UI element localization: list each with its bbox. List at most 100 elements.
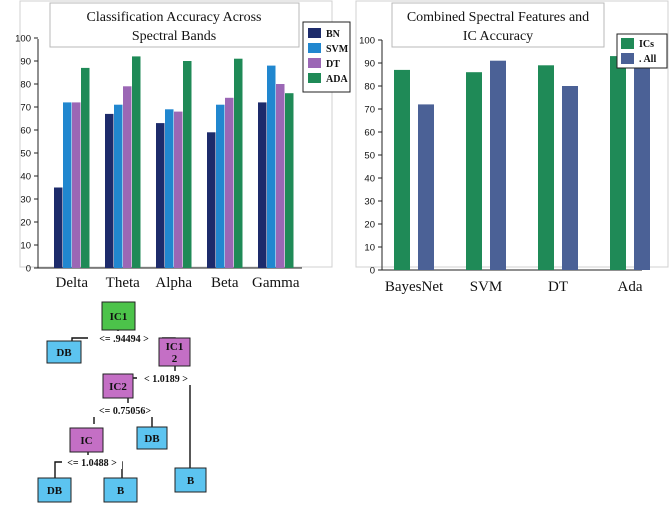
chart2-legend-label-0: ICs [639,39,654,50]
chart1-ytick-label: 50 [20,149,31,160]
chart2-bar-bayesnet-ics [394,69,410,271]
chart1-ytick-label: 100 [15,34,31,45]
chart1-bar-theta-dt [123,86,132,268]
tree-edge3-label: <= 0.75056> [99,406,151,417]
chart2-ytick-label: 80 [364,82,375,93]
chart1-bar-delta-bn [54,187,63,268]
chart1-ytick-label: 80 [20,80,31,91]
decision-tree: <= .94494 > < 1.0189 > <= 0.75056> <= 1.… [37,301,207,503]
chart1-bar-delta-ada [81,67,90,269]
chart2-legend-label-1: . All [639,54,656,65]
chart1-ytick-label: 20 [20,218,31,229]
tree-node-ic2: IC2 [102,373,134,399]
chart2-bar-ada-ics [610,56,626,270]
tree-node-leaf-b-1: B [103,477,138,503]
tree-node-leaf-db-1: DB [46,340,82,364]
tree-edge4-bg [62,455,122,469]
chart1-bar-gamma-svm [267,65,276,268]
tree-edge-n2-b2 [175,377,191,470]
tree-node-leaf-db-2: DB [136,426,168,450]
chart1-category-label: Theta [106,275,140,291]
chart1-ytick-label: 70 [20,103,31,114]
tree-edge2-label: < 1.0189 > [144,374,188,385]
chart2-category-label: Ada [618,279,643,295]
chart2-ytick-label: 50 [364,151,375,162]
chart1-legend: BN SVM DT ADA [302,21,351,93]
chart2-ytick-label: 40 [364,174,375,185]
chart2-ytick-label: 0 [370,266,375,277]
chart2-ytick-label: 60 [364,128,375,139]
chart-spectral-bands: 0 10 20 30 40 50 60 70 80 90 100 Delta Theta Alpha Be… [15,0,351,291]
tree-node-ic: IC [69,427,104,453]
chart1-ytick-label: 0 [26,264,31,275]
chart2-bar-svm-ics [466,72,482,270]
chart1-bar-theta-ada [132,56,141,269]
tree-edge4-label: <= 1.0488 > [67,458,117,469]
chart2-bar-bayesnet-all [418,104,434,271]
chart1-title-line1: Classification Accuracy Across [87,10,262,25]
tree-edge3-bg [92,403,158,417]
chart1-bar-alpha-ada [183,61,192,268]
tree-node-leaf-b-2: B [174,467,207,493]
chart1-bar-delta-svm [63,102,72,269]
tree-edge2-bg [137,371,193,385]
tree-leaf-b2-label: B [187,475,195,487]
tree-node-root: IC1 [101,301,136,331]
chart2-frame [355,0,669,268]
tree-leaf-db1-label: DB [56,347,72,359]
tree-leaf-db2-label: DB [144,433,160,445]
chart2-ytick-label: 10 [364,243,375,254]
chart1-category-label: Gamma [252,275,300,291]
chart1-ytick-label: 10 [20,241,31,252]
chart1-bar-beta-svm [216,104,225,268]
chart1-bar-gamma-bn [258,102,267,269]
chart1-legend-label-bn: BN [326,29,341,40]
chart1-bar-gamma-ada [285,93,294,268]
chart2-title-box [391,2,605,48]
chart1-bar-theta-svm [114,104,123,268]
chart2-title-line1: Combined Spectral Features and [407,10,589,25]
chart2-ytick-label: 30 [364,197,375,208]
chart1-bar-gamma-dt [276,84,285,268]
chart1-ytick-label: 30 [20,195,31,206]
chart2-legend-swatch-0 [621,38,634,49]
tree-node-ic2-label: IC2 [109,381,127,393]
tree-node-ic12-line2: 2 [172,353,178,365]
tree-edge1-bg [88,331,162,345]
chart1-legend-label-svm: SVM [326,44,349,55]
tree-node-leaf-db-3: DB [37,477,72,503]
chart1-category-label: Beta [211,275,239,291]
chart1-legend-swatch-svm [308,43,321,53]
chart2-bar-dt-all [562,86,578,270]
chart2-ytick-label: 100 [359,36,375,47]
tree-node-ic12: IC1 2 [158,337,191,367]
chart1-legend-swatch-bn [308,28,321,38]
chart2-category-label: DT [548,279,568,295]
tree-edge1-label: <= .94494 > [99,334,149,345]
chart1-legend-swatch-ada [308,73,321,83]
tree-node-ic-label: IC [80,435,92,447]
chart1-ytick-label: 60 [20,126,31,137]
chart2-title-line2: IC Accuracy [463,29,533,44]
chart1-bar-alpha-svm [165,109,174,268]
tree-leaf-b1-label: B [117,485,125,497]
chart1-bar-delta-dt [72,102,81,269]
chart1-legend-label-ada: ADA [326,74,348,85]
chart2-legend-swatch-1 [621,53,634,64]
chart2-ytick-label: 20 [364,220,375,231]
chart2-ytick-label: 70 [364,105,375,116]
chart2-bar-dt-ics [538,65,554,270]
chart1-category-label: Alpha [155,275,192,291]
chart1-bar-theta-bn [105,113,114,269]
chart2-legend: ICs . All [616,33,668,69]
chart1-ytick-label: 40 [20,172,31,183]
chart1-title-line2: Spectral Bands [132,29,216,44]
chart1-bar-alpha-dt [174,111,183,268]
tree-node-root-label: IC1 [110,311,128,323]
chart1-ytick-label: 90 [20,57,31,68]
chart2-category-label: BayesNet [385,279,444,295]
tree-node-ic12-line1: IC1 [166,341,184,353]
chart1-bar-beta-dt [225,97,234,268]
chart1-title-box [49,2,300,48]
